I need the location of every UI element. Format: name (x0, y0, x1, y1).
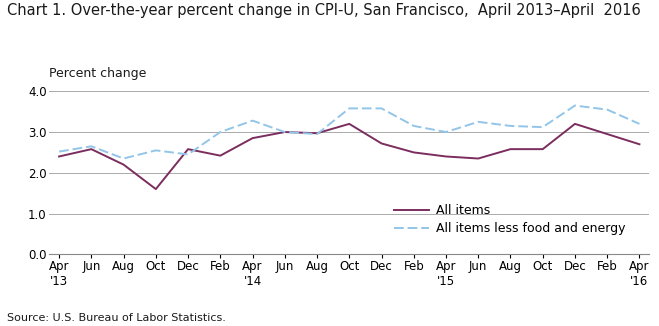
All items (152, 187, 159, 191)
All items less food and energy (184, 153, 192, 156)
All items less food and energy (378, 107, 386, 111)
All items (88, 147, 96, 151)
All items less food and energy (345, 107, 353, 111)
All items (442, 155, 450, 158)
All items (345, 122, 353, 126)
All items less food and energy (539, 125, 547, 129)
All items less food and energy (410, 124, 418, 128)
All items (55, 155, 63, 158)
Text: Source: U.S. Bureau of Labor Statistics.: Source: U.S. Bureau of Labor Statistics. (7, 313, 225, 323)
All items (507, 147, 515, 151)
All items (410, 151, 418, 155)
All items (248, 136, 256, 140)
All items (313, 131, 321, 135)
All items (184, 147, 192, 151)
All items less food and energy (313, 132, 321, 136)
All items (603, 132, 611, 136)
All items (474, 156, 482, 160)
All items less food and energy (152, 148, 159, 152)
All items less food and energy (216, 130, 224, 134)
Legend: All items, All items less food and energy: All items, All items less food and energ… (389, 199, 631, 240)
Text: Percent change: Percent change (49, 67, 147, 80)
All items less food and energy (120, 156, 128, 160)
All items (635, 142, 643, 146)
All items less food and energy (281, 130, 289, 134)
All items less food and energy (507, 124, 515, 128)
All items less food and energy (248, 119, 256, 123)
All items (281, 130, 289, 134)
All items (120, 163, 128, 167)
All items less food and energy (88, 144, 96, 148)
All items (539, 147, 547, 151)
All items less food and energy (474, 120, 482, 124)
All items less food and energy (571, 104, 579, 108)
Text: Chart 1. Over-the-year percent change in CPI-U, San Francisco,  April 2013–April: Chart 1. Over-the-year percent change in… (7, 3, 641, 18)
Line: All items less food and energy: All items less food and energy (59, 106, 639, 158)
All items (216, 154, 224, 158)
All items (378, 141, 386, 145)
All items less food and energy (603, 108, 611, 111)
All items less food and energy (635, 122, 643, 126)
All items (571, 122, 579, 126)
All items less food and energy (442, 130, 450, 134)
Line: All items: All items (59, 124, 639, 189)
All items less food and energy (55, 150, 63, 154)
